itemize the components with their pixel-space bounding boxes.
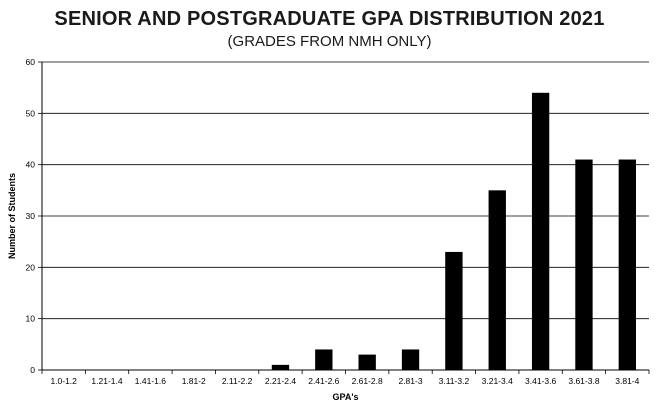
chart-subtitle: (GRADES FROM NMH ONLY) xyxy=(227,33,432,50)
bar xyxy=(575,159,593,370)
bar xyxy=(315,349,333,370)
chart-title-block: SENIOR AND POSTGRADUATE GPA DISTRIBUTION… xyxy=(0,8,659,50)
bar xyxy=(271,364,290,370)
y-tick-label: 60 xyxy=(26,57,36,67)
x-tick-label: 3.11-3.2 xyxy=(439,376,470,386)
bar xyxy=(488,190,506,370)
y-axis-ticks: 0 10 20 30 40 50 60 xyxy=(26,57,42,375)
y-tick-label: 0 xyxy=(30,365,35,375)
x-axis-label: GPA's xyxy=(333,392,359,402)
x-tick-label: 2.81-3 xyxy=(398,376,422,386)
x-tick-label: 3.81-4 xyxy=(615,376,639,386)
bar xyxy=(401,349,420,370)
x-tick-label: 1.0-1.2 xyxy=(50,376,77,386)
bar xyxy=(445,251,463,370)
x-tick-label: 2.41-2.6 xyxy=(308,376,339,386)
x-tick-label: 2.11-2.2 xyxy=(222,376,253,386)
x-tick-label: 1.21-1.4 xyxy=(91,376,122,386)
x-tick-label: 3.41-3.6 xyxy=(525,376,556,386)
y-tick-label: 10 xyxy=(26,314,36,324)
y-tick-label: 40 xyxy=(26,160,36,170)
bar xyxy=(618,159,636,370)
x-axis-ticks: 1.0-1.2 1.21-1.4 1.41-1.6 1.81-2 2.11-2.2 2.2… xyxy=(41,370,650,386)
y-tick-label: 30 xyxy=(26,211,36,221)
bar xyxy=(531,92,550,371)
x-tick-label: 2.61-2.8 xyxy=(352,376,383,386)
x-tick-label: 3.61-3.8 xyxy=(568,376,599,386)
y-tick-label: 20 xyxy=(26,262,36,272)
gridlines xyxy=(42,61,649,371)
x-tick-label: 1.81-2 xyxy=(182,376,206,386)
x-tick-label: 1.41-1.6 xyxy=(135,376,166,386)
bars xyxy=(271,92,636,371)
y-axis-label: Number of Students xyxy=(7,173,17,259)
chart-title: SENIOR AND POSTGRADUATE GPA DISTRIBUTION… xyxy=(54,8,605,30)
x-tick-label: 2.21-2.4 xyxy=(265,376,296,386)
x-tick-label: 3.21-3.4 xyxy=(482,376,513,386)
y-tick-label: 50 xyxy=(26,108,36,118)
bar xyxy=(358,354,376,370)
